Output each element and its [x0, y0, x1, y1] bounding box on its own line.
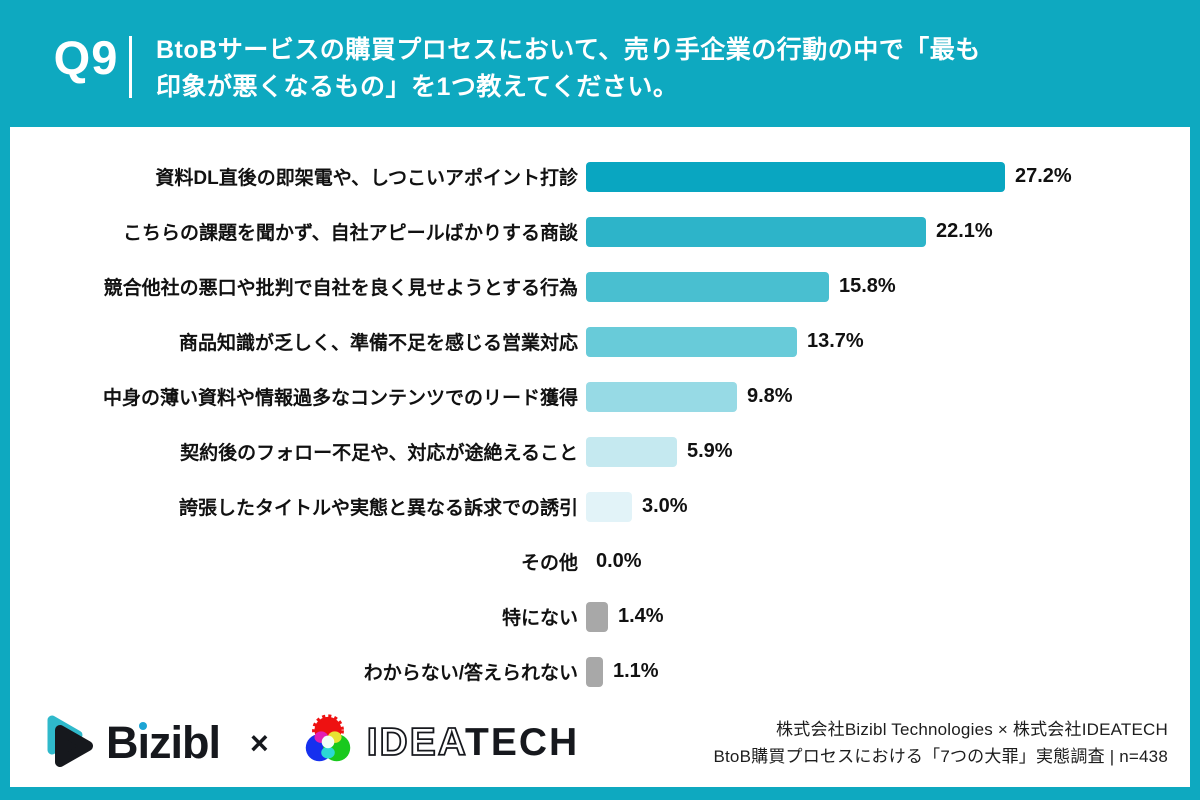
category-label: 中身の薄い資料や情報過多なコンテンツでのリード獲得 [102, 388, 578, 409]
bar [586, 601, 608, 632]
chart-row: 中身の薄い資料や情報過多なコンテンツでのリード獲得 9.8% [10, 369, 1190, 424]
category-label: こちらの課題を聞かず、自社アピールばかりする商談 [122, 223, 578, 244]
bar [586, 271, 829, 302]
bizibl-wordmark: Bızibl [106, 717, 221, 768]
value-label: 1.4% [618, 605, 664, 627]
question-header: Q9 BtoBサービスの購買プロセスにおいて、売り手企業の行動の中で「最も 印象… [0, 0, 1200, 127]
bizibl-logo: Bızibl [40, 710, 221, 777]
attribution-line2: BtoB購買プロセスにおける「7つの大罪」実態調査 | n=438 [713, 747, 1168, 766]
chart-row: 資料DL直後の即架電や、しつこいアポイント打診 27.2% [10, 149, 1190, 204]
category-label: 特にない [501, 608, 578, 629]
bar [586, 326, 797, 357]
chart-panel: 資料DL直後の即架電や、しつこいアポイント打診 27.2% こちらの課題を聞かず… [10, 127, 1190, 787]
collab-cross: × [250, 724, 269, 761]
bar [586, 381, 737, 412]
bar [586, 656, 603, 687]
category-label: 契約後のフォロー不足や、対応が途絶えること [180, 443, 578, 464]
bar-track: 27.2% [586, 161, 1072, 192]
category-label: 資料DL直後の即架電や、しつこいアポイント打診 [155, 168, 578, 189]
bar-track: 15.8% [586, 271, 896, 302]
chart-row: こちらの課題を聞かず、自社アピールばかりする商談 22.1% [10, 204, 1190, 259]
bar-track: 22.1% [586, 216, 993, 247]
chart-row: 商品知識が乏しく、準備不足を感じる営業対応 13.7% [10, 314, 1190, 369]
bar-track: 1.4% [586, 601, 664, 632]
value-label: 15.8% [839, 275, 896, 297]
value-label: 5.9% [687, 440, 733, 462]
chart-row: 誇張したタイトルや実態と異なる訴求での誘引 3.0% [10, 479, 1190, 534]
value-label: 22.1% [936, 220, 993, 242]
category-label: 競合他社の悪口や批判で自社を良く見せようとする行為 [103, 278, 578, 299]
question-title-line1: BtoBサービスの購買プロセスにおいて、売り手企業の行動の中で「最も [156, 36, 981, 64]
ideatech-rgb-icon [299, 712, 357, 775]
footer: Bızibl × IDEATECH [10, 705, 1190, 781]
bar [586, 491, 632, 522]
attribution-line1: 株式会社Bizibl Technologies × 株式会社IDEATECH [776, 720, 1168, 739]
value-label: 27.2% [1015, 165, 1072, 187]
bizibl-play-icon [40, 710, 100, 777]
ideatech-wordmark: IDEATECH [366, 720, 580, 765]
value-label: 1.1% [613, 660, 659, 682]
category-label: 商品知識が乏しく、準備不足を感じる営業対応 [178, 333, 578, 354]
value-label: 9.8% [747, 385, 793, 407]
bar-track: 5.9% [586, 436, 733, 467]
bar-track: 0.0% [586, 550, 642, 573]
value-label: 13.7% [807, 330, 864, 352]
chart-row: 特にない 1.4% [10, 589, 1190, 644]
question-title: BtoBサービスの購買プロセスにおいて、売り手企業の行動の中で「最も 印象が悪く… [156, 32, 981, 106]
ideatech-logo: IDEATECH [299, 712, 579, 775]
ideatech-wordmark-tech: TECH [465, 721, 580, 764]
category-label: わからない/答えられない [363, 663, 578, 684]
bar-track: 13.7% [586, 326, 864, 357]
chart-row: 競合他社の悪口や批判で自社を良く見せようとする行為 15.8% [10, 259, 1190, 314]
bar-track: 9.8% [586, 381, 793, 412]
bar [586, 436, 677, 467]
bar-track: 3.0% [586, 491, 688, 522]
category-label: その他 [520, 553, 578, 574]
question-title-line2: 印象が悪くなるもの」を1つ教えてください。 [156, 73, 679, 101]
value-label: 0.0% [596, 550, 642, 572]
survey-attribution: 株式会社Bizibl Technologies × 株式会社IDEATECH B… [713, 716, 1168, 770]
header-divider [129, 36, 132, 98]
bar-track: 1.1% [586, 656, 659, 687]
bar-chart: 資料DL直後の即架電や、しつこいアポイント打診 27.2% こちらの課題を聞かず… [10, 149, 1190, 699]
value-label: 3.0% [642, 495, 688, 517]
ideatech-wordmark-idea: IDEA [366, 720, 465, 765]
footer-logos: Bızibl × IDEATECH [40, 710, 579, 777]
category-label: 誇張したタイトルや実態と異なる訴求での誘引 [178, 498, 578, 519]
bar [586, 216, 926, 247]
chart-row: 契約後のフォロー不足や、対応が途絶えること 5.9% [10, 424, 1190, 479]
question-number: Q9 [53, 31, 119, 84]
chart-row: その他 0.0% [10, 534, 1190, 589]
chart-row: わからない/答えられない 1.1% [10, 644, 1190, 699]
bar [586, 161, 1005, 192]
